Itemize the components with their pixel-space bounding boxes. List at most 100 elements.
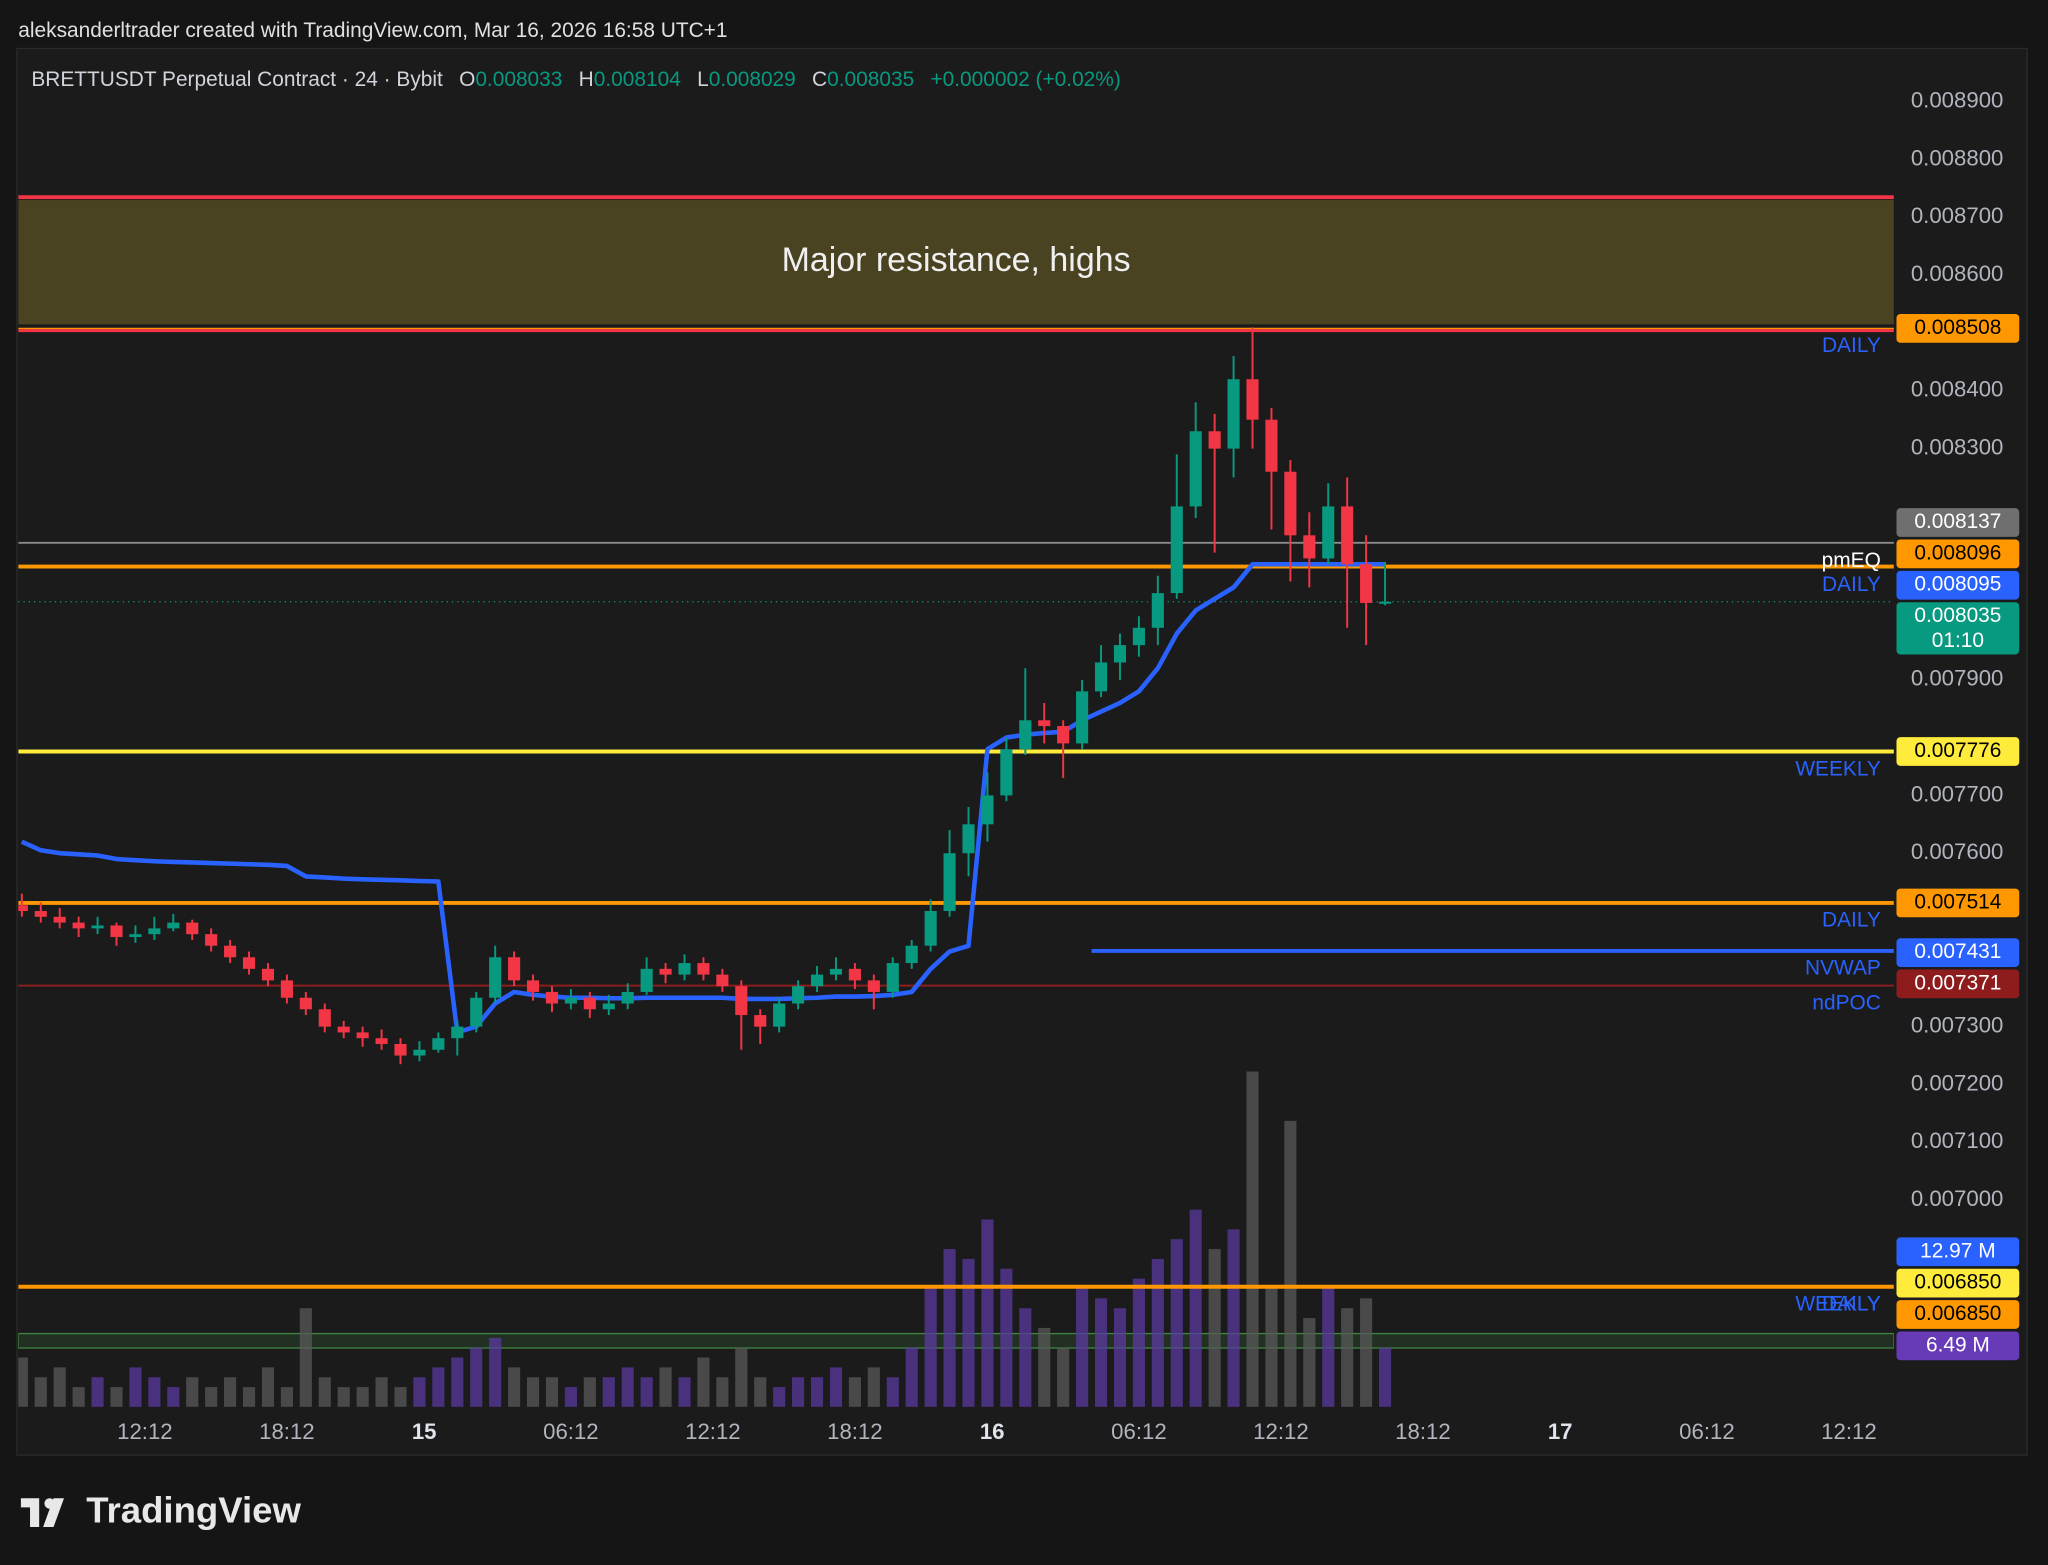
- price-tag: [1896, 1237, 2020, 1267]
- brand: TradingView: [86, 1489, 301, 1530]
- candle-body: [1303, 535, 1316, 559]
- candle-body: [735, 986, 748, 1016]
- y-tick-label: 0.008600: [1911, 261, 2004, 286]
- volume-bar: [1132, 1278, 1145, 1407]
- candle-body: [1284, 471, 1297, 536]
- x-tick-label: 06:12: [543, 1419, 599, 1444]
- level-text: DAILY: [1822, 909, 1881, 932]
- candle-body: [867, 980, 880, 992]
- price-tag-label: 12.97 M: [1920, 1239, 1995, 1262]
- candle-body: [1378, 601, 1392, 604]
- candle-body: [924, 911, 937, 946]
- candle-body: [451, 1026, 464, 1039]
- price-tag: [1896, 539, 2020, 569]
- credit: aleksanderltrader created with TradingVi…: [18, 19, 727, 42]
- candle-body: [1227, 379, 1240, 449]
- volume-bar: [1094, 1298, 1108, 1407]
- candle-body: [583, 997, 596, 1010]
- y-tick-label: 0.007600: [1911, 839, 2004, 864]
- candle-body: [242, 957, 256, 969]
- volume-bar: [375, 1377, 388, 1407]
- candle-body: [1341, 506, 1354, 565]
- x-tick-label: 12:12: [117, 1419, 173, 1444]
- y-tick-label: 0.008800: [1911, 145, 2004, 170]
- change: +0.000002 (+0.02%): [930, 67, 1120, 90]
- x-tick-label: 18:12: [827, 1419, 883, 1444]
- x-tick-label: 12:12: [1253, 1419, 1309, 1444]
- candle-body: [621, 991, 634, 1004]
- ohlc-key: L: [697, 67, 709, 90]
- candle-body: [754, 1015, 767, 1027]
- volume-bar: [186, 1377, 199, 1407]
- candle-body: [129, 934, 142, 938]
- level-text: pmEQ: [1822, 549, 1881, 572]
- volume-bar: [129, 1367, 142, 1407]
- candle-body: [318, 1009, 331, 1027]
- y-tick-label: 0.008300: [1911, 434, 2004, 459]
- ohlc-value: 0.008035: [827, 67, 914, 90]
- candle-body: [432, 1038, 445, 1050]
- volume-bar: [810, 1377, 824, 1407]
- candle-body: [640, 968, 653, 992]
- volume-bar: [1378, 1347, 1392, 1407]
- candle-body: [394, 1043, 407, 1056]
- price-tag: [1896, 737, 2020, 766]
- volume-bar: [34, 1377, 47, 1407]
- volume-bar: [489, 1337, 502, 1407]
- candle-body: [1057, 726, 1070, 744]
- ohlc-key: C: [812, 67, 827, 90]
- volume-bar: [1227, 1229, 1240, 1407]
- x-tick-label: 15: [412, 1419, 437, 1444]
- volume-bar: [545, 1377, 559, 1407]
- volume-bar: [299, 1308, 312, 1407]
- price-tag: [1896, 508, 2020, 537]
- candle-body: [470, 997, 483, 1027]
- level-text: DAILY: [1822, 1293, 1881, 1316]
- volume-bar: [773, 1387, 786, 1407]
- volume-bar: [735, 1347, 748, 1407]
- candle-body: [905, 945, 918, 964]
- candle-body: [148, 928, 161, 935]
- x-tick-label: 12:12: [1821, 1419, 1877, 1444]
- ohlc-value: 0.008104: [594, 67, 681, 90]
- countdown: 01:10: [1932, 629, 1984, 652]
- volume-bar: [337, 1387, 350, 1407]
- price-tag: [1896, 314, 2020, 343]
- candle-body: [1208, 431, 1221, 449]
- price-tag-label: 0.008096: [1914, 541, 2001, 564]
- price-tag: [1896, 1331, 2020, 1361]
- candle-body: [773, 1003, 786, 1027]
- volume-bar: [356, 1387, 369, 1407]
- level-text: DAILY: [1822, 573, 1881, 596]
- candle-body: [53, 916, 66, 923]
- volume-bar: [1019, 1308, 1032, 1407]
- x-tick-label: 06:12: [1111, 1419, 1167, 1444]
- ohlc-value: 0.008029: [709, 67, 796, 90]
- volume-bar: [224, 1377, 237, 1407]
- vwap-line: [20, 561, 1386, 1035]
- candle-body: [261, 968, 275, 981]
- candle-body: [299, 997, 312, 1010]
- volume-bar: [602, 1377, 615, 1407]
- logo: TradingView: [20, 1489, 301, 1530]
- volume-bar: [678, 1377, 691, 1407]
- volume-bar: [1000, 1268, 1013, 1407]
- y-tick-label: 0.007700: [1911, 781, 2004, 806]
- support-band: [18, 1332, 1894, 1349]
- price-tag-label: 0.008137: [1914, 510, 2001, 533]
- candle-body: [943, 853, 956, 912]
- volume-bar: [962, 1258, 975, 1407]
- y-tick-label: 0.008900: [1911, 88, 2004, 113]
- candle-body: [981, 795, 994, 825]
- price-tag-label: 0.008035: [1914, 604, 2001, 627]
- volume-bar: [1038, 1327, 1051, 1407]
- y-tick-label: 0.008700: [1911, 203, 2004, 228]
- y-tick-label: 0.007000: [1911, 1186, 2004, 1211]
- volume-bar: [659, 1367, 672, 1407]
- volume-bar: [1341, 1308, 1354, 1407]
- volume-bar: [754, 1377, 767, 1407]
- y-tick-label: 0.008400: [1911, 377, 2004, 402]
- candle-body: [1246, 379, 1259, 420]
